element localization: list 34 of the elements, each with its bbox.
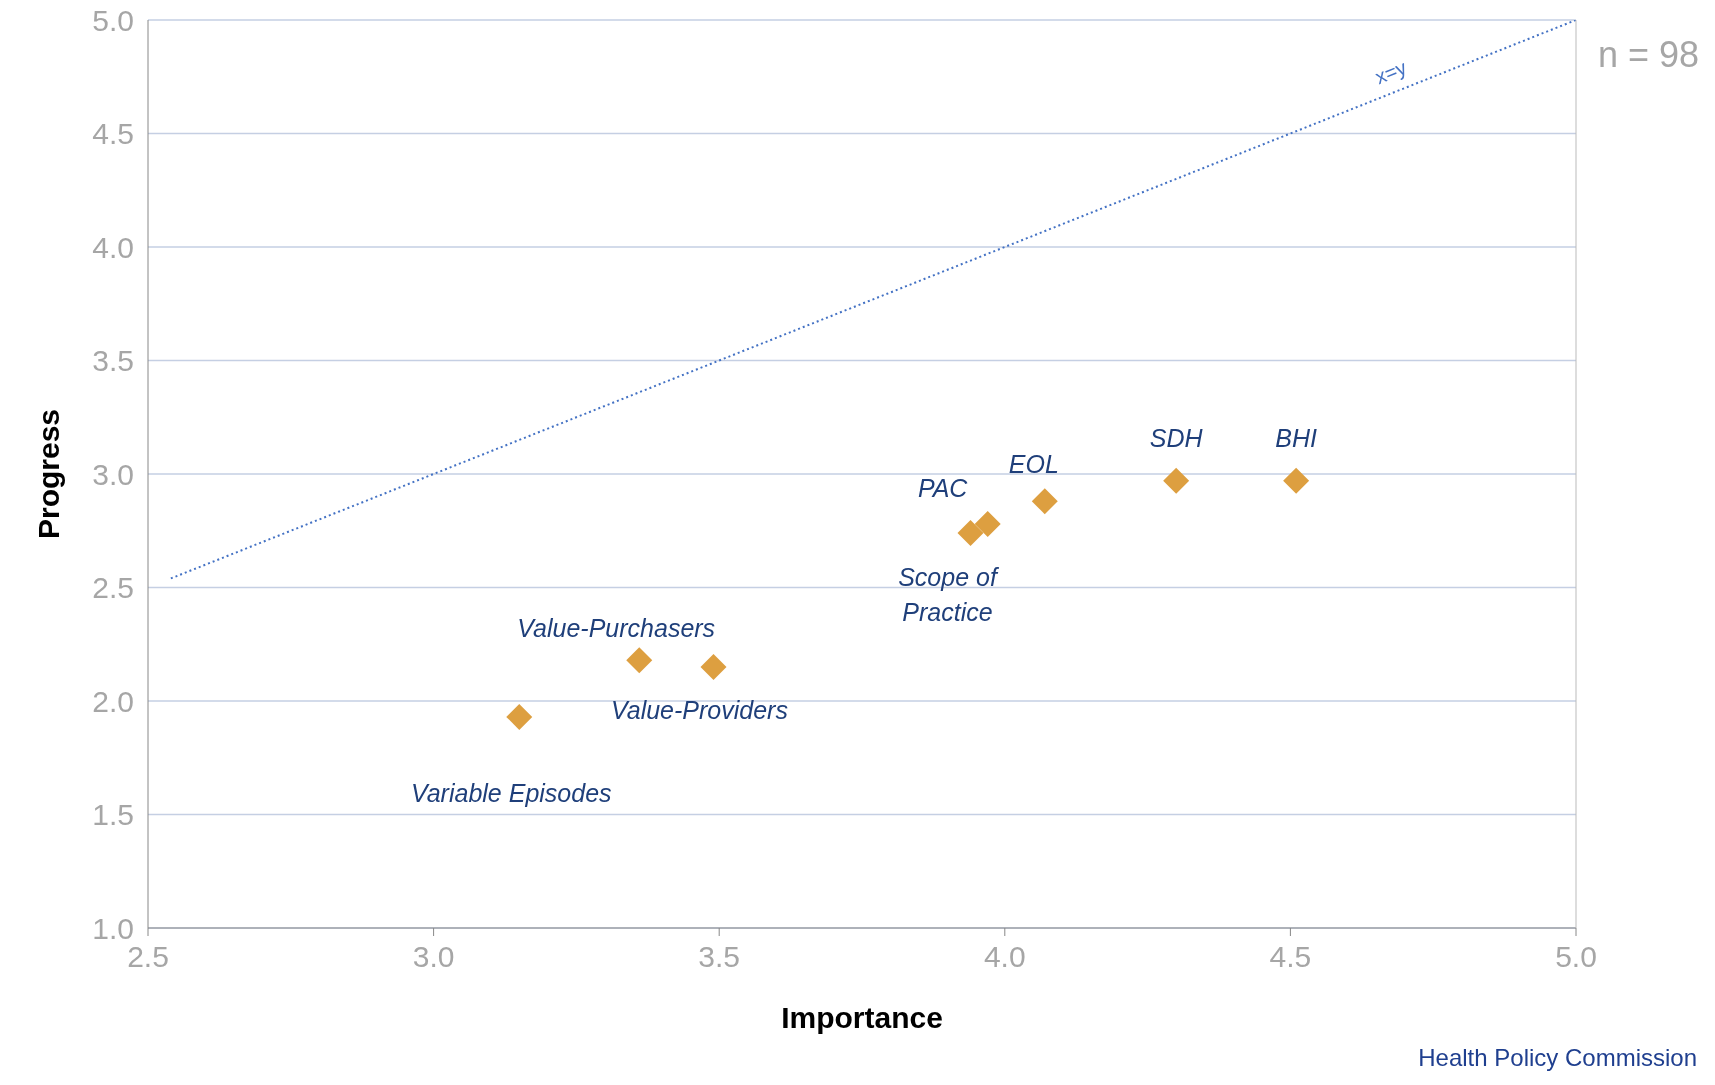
y-tick-label: 2.5 xyxy=(92,571,134,605)
annotation: Value-Purchasers xyxy=(517,614,716,643)
y-tick-label: 3.0 xyxy=(92,457,134,491)
y-tick-label: 4.0 xyxy=(92,230,134,264)
x-tick-label: 4.0 xyxy=(983,940,1026,974)
annotation: Variable Episodes xyxy=(410,778,612,807)
point xyxy=(1283,467,1310,494)
x-axis-title: Importance xyxy=(781,1001,943,1034)
annotation: Value-Providers xyxy=(611,695,788,724)
text: x=y xyxy=(1371,55,1410,89)
x-tick-label: 3.0 xyxy=(412,940,455,974)
y-tick-label: 4.5 xyxy=(92,117,134,151)
y-axis-title: Progress xyxy=(31,408,65,540)
x-tick-label: 4.5 xyxy=(1269,940,1312,974)
point xyxy=(957,520,984,547)
point xyxy=(974,510,1001,537)
annotation: BHI xyxy=(1275,423,1317,452)
point xyxy=(626,647,653,674)
x-tick-label: 5.0 xyxy=(1555,940,1597,974)
point xyxy=(1031,488,1058,515)
point xyxy=(1163,467,1190,494)
annotation: PAC xyxy=(917,473,969,502)
annotation: SDH xyxy=(1149,423,1204,452)
y-tick-label: 2.0 xyxy=(92,684,134,718)
y-tick-label: 3.5 xyxy=(92,344,134,378)
point xyxy=(506,703,533,730)
x-tick-label: 3.5 xyxy=(698,940,741,974)
y-tick-label: 1.5 xyxy=(92,798,134,832)
annotation: Scope of Practice xyxy=(898,563,1000,627)
annotation: EOL xyxy=(1008,450,1059,479)
y-tick-label: 5.0 xyxy=(92,3,134,37)
text: Health Policy Commission xyxy=(1418,1044,1697,1072)
text: n = 98 xyxy=(1598,34,1700,76)
point xyxy=(700,653,727,680)
